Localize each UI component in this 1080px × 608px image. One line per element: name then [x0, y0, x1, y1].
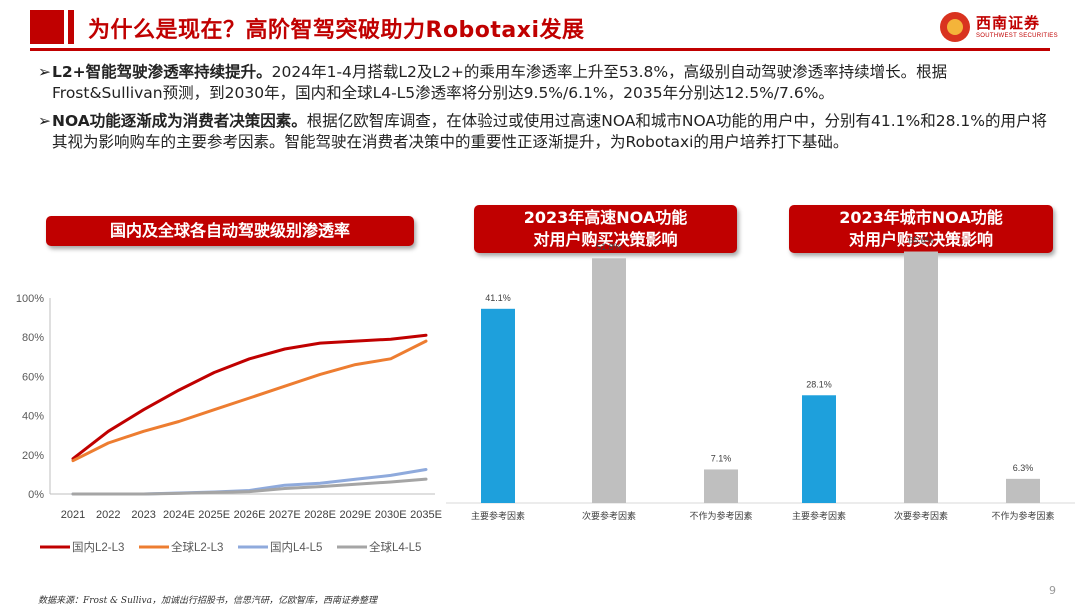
bar: [481, 308, 515, 503]
x-tick-label: 2024E: [163, 509, 195, 521]
bar: [802, 395, 836, 503]
category-label: 次要参考因素: [582, 510, 636, 521]
logo-sun-icon: [940, 12, 970, 42]
chart-banner-penetration: 国内及全球各自动驾驶级别渗透率: [46, 216, 414, 246]
company-logo: 西南证券 SOUTHWEST SECURITIES: [940, 10, 1060, 46]
category-label: 次要参考因素: [894, 510, 948, 521]
data-label: 41.1%: [485, 293, 511, 303]
header-divider: [30, 48, 1050, 51]
page-number: 9: [1049, 584, 1056, 597]
bullet-heading: L2+智能驾驶渗透率持续提升。: [52, 63, 272, 81]
series-line: [71, 477, 428, 496]
logo-text-en: SOUTHWEST SECURITIES: [976, 33, 1058, 39]
data-label: 7.1%: [711, 453, 732, 463]
bullet-text: 根据亿欧智库调查，在体验过或使用过高速NOA和城市NOA功能的用户中，分别有41…: [52, 112, 1047, 151]
y-tick-label: 80%: [22, 332, 44, 344]
bullet-item-l2: ➢ L2+智能驾驶渗透率持续提升。2024年1-4月搭载L2及L2+的乘用车渗透…: [38, 62, 1052, 104]
series-line: [71, 333, 428, 461]
x-tick-label: 2035E: [410, 509, 442, 521]
arrow-bullet-icon: ➢: [38, 112, 51, 130]
banner-line: 对用户购买决策影响: [533, 230, 678, 249]
banner-line: 2023年城市NOA功能: [839, 208, 1003, 227]
bar: [1006, 478, 1040, 503]
y-tick-label: 60%: [22, 371, 44, 383]
logo-text-cn: 西南证券: [976, 14, 1041, 32]
bar: [904, 251, 938, 503]
x-tick-label: 2021: [61, 509, 85, 521]
page-title: 为什么是现在？高阶智驾突破助力Robotaxi发展: [88, 18, 585, 43]
data-label: 6.3%: [1013, 463, 1034, 473]
title-accent-bar: [68, 10, 74, 44]
banner-line: 对用户购买决策影响: [848, 230, 993, 249]
x-tick-label: 2028E: [304, 509, 336, 521]
title-accent-block: [30, 10, 64, 44]
category-label: 主要参考因素: [792, 510, 846, 521]
category-label: 不作为参考因素: [991, 510, 1054, 521]
bar: [592, 258, 626, 503]
y-tick-label: 20%: [22, 450, 44, 462]
arrow-bullet-icon: ➢: [38, 63, 51, 81]
x-tick-label: 2029E: [339, 509, 371, 521]
x-tick-label: 2025E: [198, 509, 230, 521]
x-tick-label: 2030E: [375, 509, 407, 521]
chart-banner-highway-noa: 2023年高速NOA功能 对用户购买决策影响: [474, 205, 737, 253]
chart-banner-city-noa: 2023年城市NOA功能 对用户购买决策影响: [789, 205, 1053, 253]
bullet-text: 2024年1-4月搭载L2及L2+的乘用车渗透率上升至53.8%，高级别自动驾驶…: [52, 63, 948, 102]
data-label: 28.1%: [806, 379, 832, 389]
legend-label: 国内L4-L5: [270, 540, 322, 554]
x-tick-label: 2023: [131, 509, 155, 521]
series-line: [71, 339, 428, 463]
legend-label: 国内L2-L3: [72, 540, 124, 554]
x-tick-label: 2027E: [269, 509, 301, 521]
y-tick-label: 40%: [22, 411, 44, 423]
x-tick-label: 2022: [96, 509, 120, 521]
series-line: [71, 468, 428, 496]
x-tick-label: 2026E: [234, 509, 266, 521]
banner-line: 2023年高速NOA功能: [523, 208, 688, 227]
y-tick-label: 0%: [28, 489, 44, 501]
data-source-note: 数据来源：Frost & Sulliva，加诚出行招股书，信思汽研，亿欧智库，西…: [38, 596, 377, 606]
bullet-item-noa: ➢ NOA功能逐渐成为消费者决策因素。根据亿欧智库调查，在体验过或使用过高速NO…: [38, 111, 1052, 153]
legend-label: 全球L4-L5: [369, 540, 421, 554]
bullet-list: ➢ L2+智能驾驶渗透率持续提升。2024年1-4月搭载L2及L2+的乘用车渗透…: [38, 62, 1052, 160]
category-label: 不作为参考因素: [689, 510, 752, 521]
bar: [704, 469, 738, 503]
y-tick-label: 100%: [16, 293, 44, 305]
category-label: 主要参考因素: [471, 510, 525, 521]
legend-label: 全球L2-L3: [171, 540, 223, 554]
bullet-heading: NOA功能逐渐成为消费者决策因素。: [52, 112, 307, 130]
